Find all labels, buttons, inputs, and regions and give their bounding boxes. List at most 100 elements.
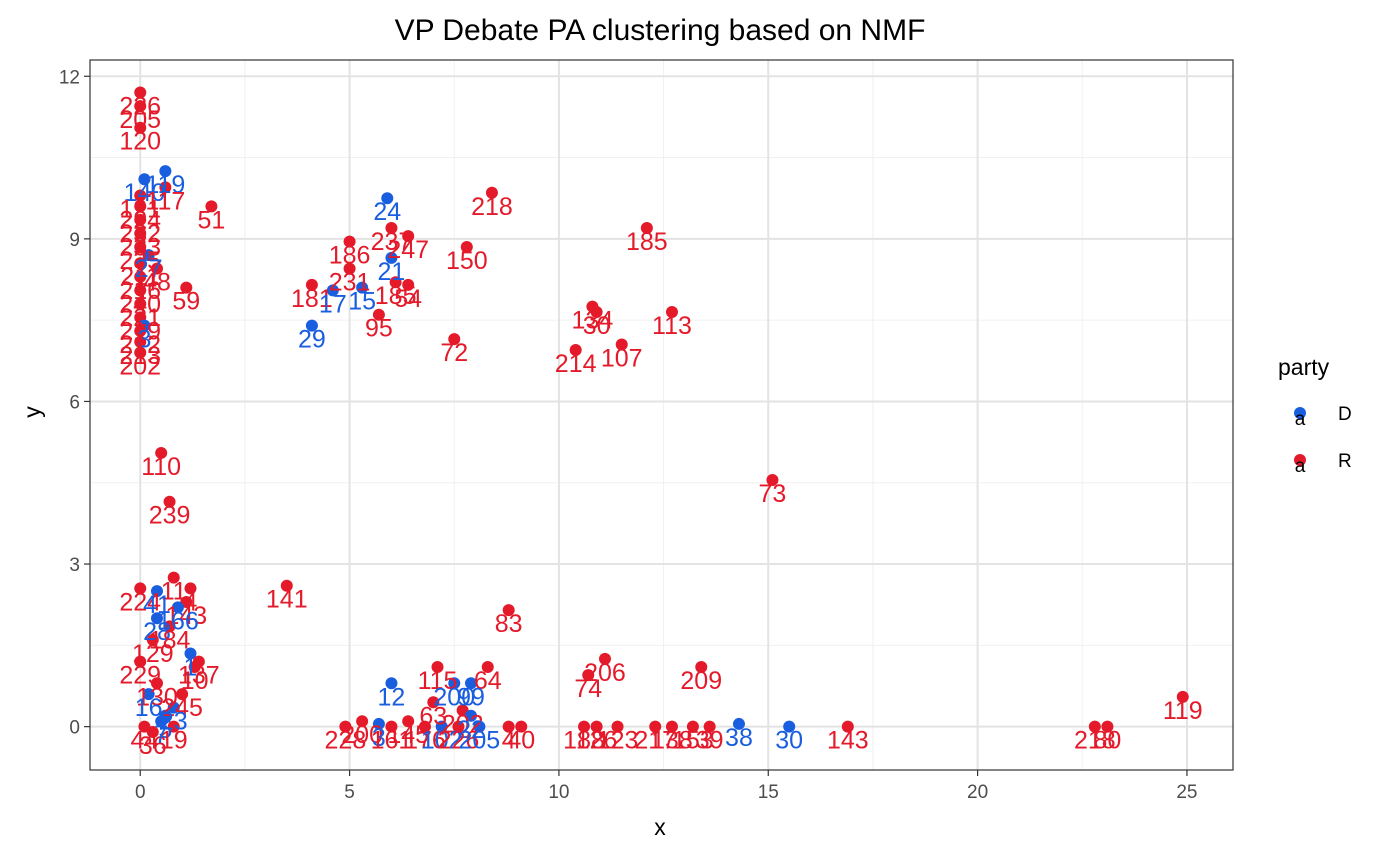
data-point	[134, 100, 147, 113]
data-point	[305, 278, 318, 291]
data-point	[134, 257, 147, 270]
data-label: 22	[457, 716, 485, 744]
data-label: 10	[181, 667, 209, 695]
data-point	[134, 324, 147, 337]
legend-items: a Da R	[1294, 404, 1352, 477]
data-point	[134, 240, 147, 253]
data-label: 205	[119, 106, 161, 134]
data-point	[280, 579, 293, 592]
data-point	[590, 306, 603, 319]
data-label: 226	[438, 727, 480, 755]
data-label: 217	[634, 727, 676, 755]
data-label: 140	[124, 179, 166, 207]
data-label: 19	[160, 727, 188, 755]
data-point	[134, 121, 147, 134]
data-label: 181	[291, 285, 333, 313]
data-label: 206	[584, 659, 626, 687]
data-point	[134, 270, 147, 283]
data-point	[389, 276, 402, 289]
data-point	[473, 720, 486, 733]
data-point	[155, 446, 168, 459]
data-label: 233	[119, 233, 161, 261]
data-label: 235	[119, 247, 161, 275]
data-label: 59	[172, 288, 200, 316]
y-axis-ticks: 0 3 6 9 12	[59, 67, 90, 739]
data-label: 11	[161, 578, 187, 606]
data-point	[465, 677, 477, 690]
data-point	[1176, 690, 1189, 703]
data-label: 224	[119, 206, 161, 234]
data-label: 3	[372, 724, 386, 752]
data-label: 145	[387, 721, 429, 749]
data-point	[665, 720, 678, 733]
grid-minor	[90, 60, 1233, 770]
data-label: 102	[421, 727, 463, 755]
data-point	[150, 612, 163, 625]
data-label: 245	[161, 694, 203, 722]
data-point	[171, 601, 184, 614]
x-axis-title: x	[654, 814, 666, 840]
data-point	[372, 308, 385, 321]
data-label: 188	[563, 727, 605, 755]
data-point	[188, 661, 201, 674]
data-point	[167, 701, 180, 714]
data-label: 54	[394, 285, 422, 313]
data-point	[163, 495, 176, 508]
data-label: 113	[652, 312, 692, 340]
data-label: 137	[178, 662, 220, 690]
data-label: 27	[135, 255, 163, 283]
legend-label: D	[1338, 404, 1352, 425]
data-label: 219	[119, 317, 161, 345]
data-point	[1088, 720, 1101, 733]
data-point	[184, 582, 197, 595]
chart-title: VP Debate PA clustering based on NMF	[395, 14, 926, 47]
data-point	[615, 338, 628, 351]
data-label: 212	[119, 331, 161, 359]
data-label: 176	[404, 727, 446, 755]
x-axis-ticks: 0 5 10 15 20 25	[135, 770, 1198, 803]
data-label: 231	[329, 269, 371, 297]
data-label: 185	[626, 228, 668, 256]
legend-key-point	[1294, 454, 1306, 466]
data-point	[640, 222, 653, 235]
data-label: 48	[143, 269, 171, 297]
data-point	[485, 186, 498, 199]
data-point	[163, 620, 176, 633]
data-label: 126	[576, 727, 618, 755]
data-point	[418, 720, 431, 733]
data-point	[176, 688, 189, 701]
data-label: 30	[583, 312, 611, 340]
data-label: 153	[672, 727, 714, 755]
y-tick-label: 0	[69, 718, 80, 739]
data-point	[435, 720, 448, 733]
data-label: 129	[132, 640, 174, 668]
data-point	[502, 604, 515, 617]
data-label: 226	[119, 93, 161, 121]
data-point	[356, 281, 369, 294]
data-point	[146, 726, 159, 739]
data-point	[841, 720, 854, 733]
data-point	[167, 720, 180, 733]
data-point	[134, 213, 147, 226]
data-label: 166	[157, 607, 199, 635]
data-label: 21	[378, 258, 406, 286]
data-point	[205, 200, 218, 213]
data-label: 240	[119, 290, 161, 318]
data-point	[766, 474, 779, 487]
data-label: 99	[457, 683, 485, 711]
data-label: 23	[160, 708, 188, 736]
data-label: 72	[440, 339, 468, 367]
data-point	[448, 677, 461, 690]
data-label: 141	[266, 586, 308, 614]
data-point	[184, 647, 197, 660]
data-point	[732, 717, 745, 730]
data-point	[155, 715, 168, 728]
y-tick-label: 6	[69, 392, 80, 413]
data-label: 228	[325, 727, 367, 755]
data-label: 83	[495, 610, 523, 638]
plot-panel	[90, 60, 1233, 770]
data-label: 161	[371, 727, 413, 755]
data-point	[134, 86, 147, 99]
data-label: 38	[725, 724, 753, 752]
